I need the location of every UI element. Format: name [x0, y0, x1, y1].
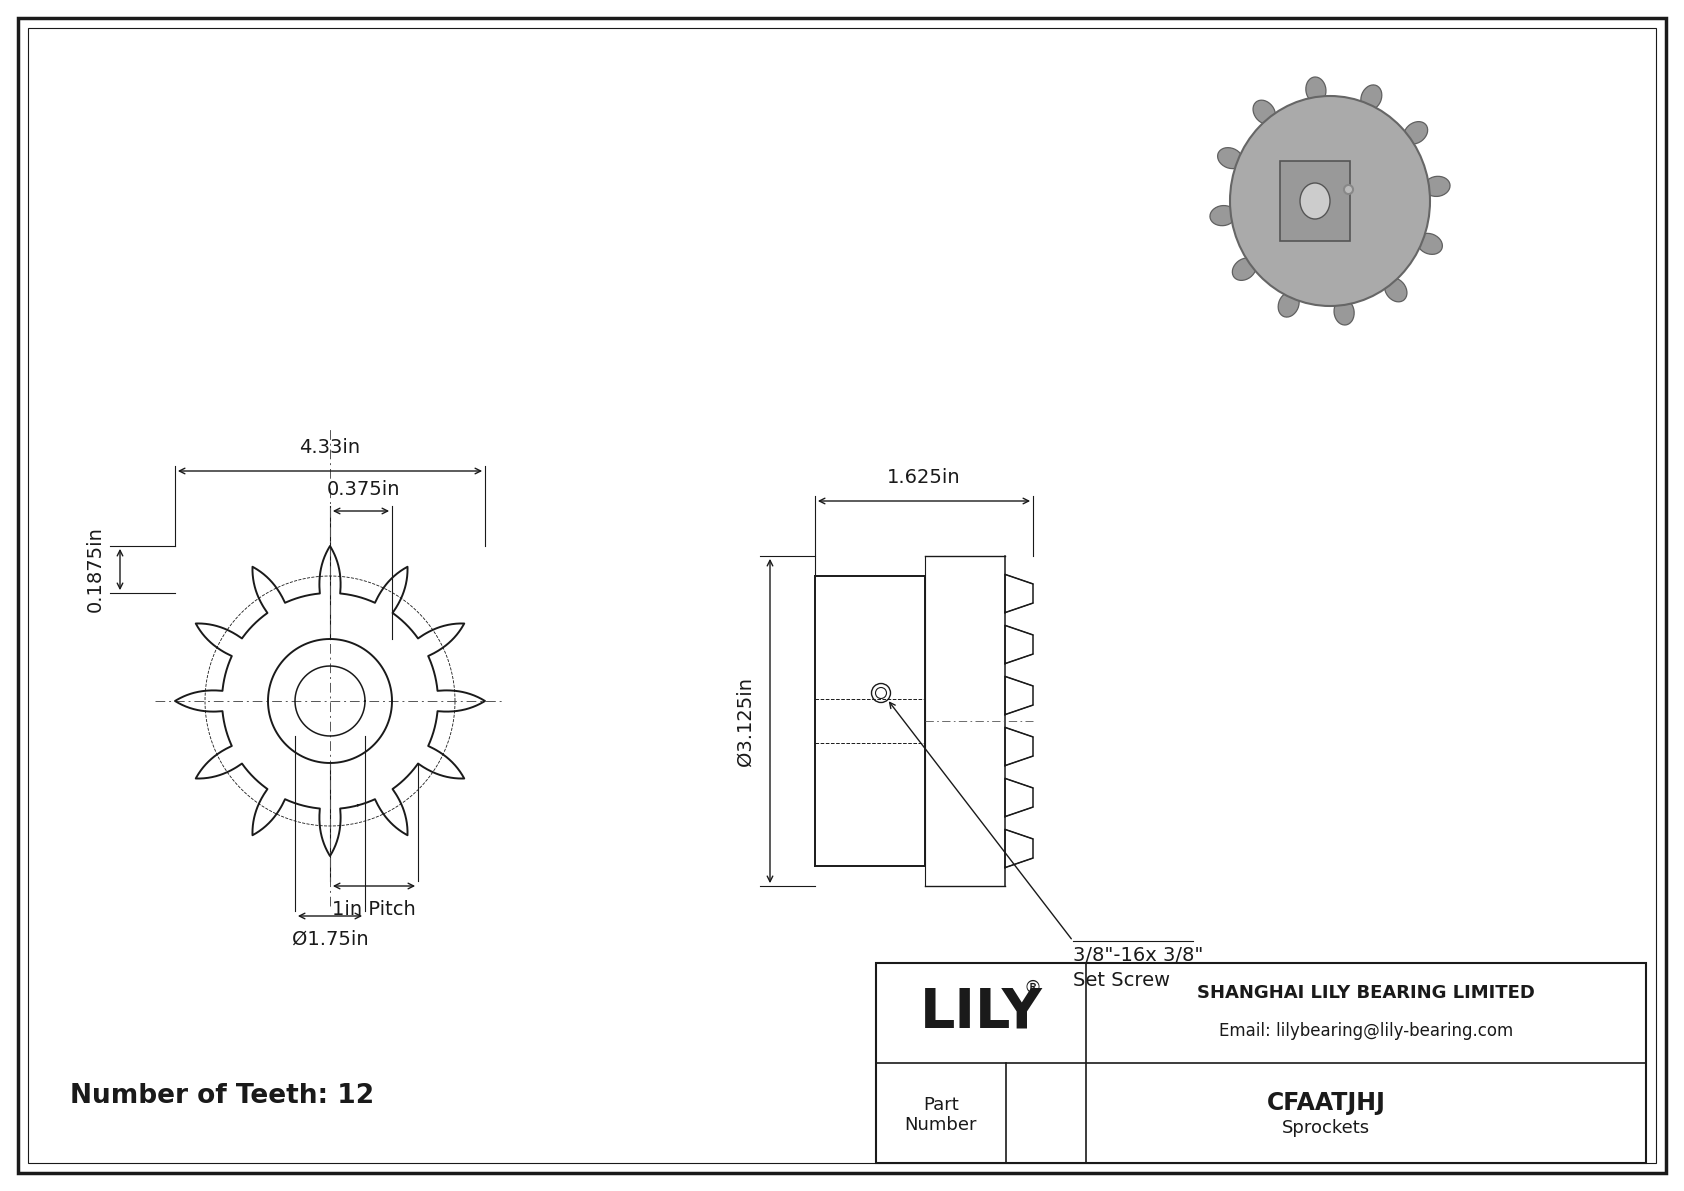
Ellipse shape [1218, 148, 1243, 169]
Text: 1in Pitch: 1in Pitch [332, 900, 416, 919]
Ellipse shape [1211, 206, 1236, 225]
Text: Ø3.125in: Ø3.125in [736, 676, 754, 766]
Bar [876, 964, 1645, 1162]
Text: 4.33in: 4.33in [300, 438, 360, 457]
Text: 0.375in: 0.375in [327, 480, 401, 499]
Ellipse shape [1404, 121, 1428, 144]
Text: Number: Number [904, 1116, 977, 1134]
Ellipse shape [1300, 183, 1330, 219]
Text: LILY: LILY [919, 986, 1042, 1040]
Text: Ø1.75in: Ø1.75in [291, 930, 369, 949]
Ellipse shape [1418, 233, 1443, 255]
Text: SHANGHAI LILY BEARING LIMITED: SHANGHAI LILY BEARING LIMITED [1197, 984, 1534, 1002]
Text: CFAATJHJ: CFAATJHJ [1266, 1091, 1386, 1115]
Ellipse shape [1305, 77, 1325, 102]
Ellipse shape [1229, 96, 1430, 306]
Text: Set Screw: Set Screw [1073, 971, 1170, 990]
Ellipse shape [1233, 258, 1256, 280]
Ellipse shape [1278, 292, 1298, 317]
Text: ®: ® [1024, 979, 1042, 997]
Text: Email: lilybearing@lily-bearing.com: Email: lilybearing@lily-bearing.com [1219, 1022, 1514, 1040]
Text: 3/8"-16x 3/8": 3/8"-16x 3/8" [1073, 946, 1204, 965]
Ellipse shape [1425, 176, 1450, 197]
Ellipse shape [1384, 278, 1406, 301]
Ellipse shape [1361, 85, 1383, 110]
Text: Part: Part [923, 1096, 958, 1114]
Bar [1280, 161, 1351, 241]
Text: Number of Teeth: 12: Number of Teeth: 12 [71, 1083, 374, 1109]
Ellipse shape [1334, 299, 1354, 325]
Ellipse shape [1253, 100, 1275, 124]
Text: 0.1875in: 0.1875in [86, 526, 104, 612]
Text: Sprockets: Sprockets [1282, 1120, 1371, 1137]
Text: 1.625in: 1.625in [887, 468, 962, 487]
